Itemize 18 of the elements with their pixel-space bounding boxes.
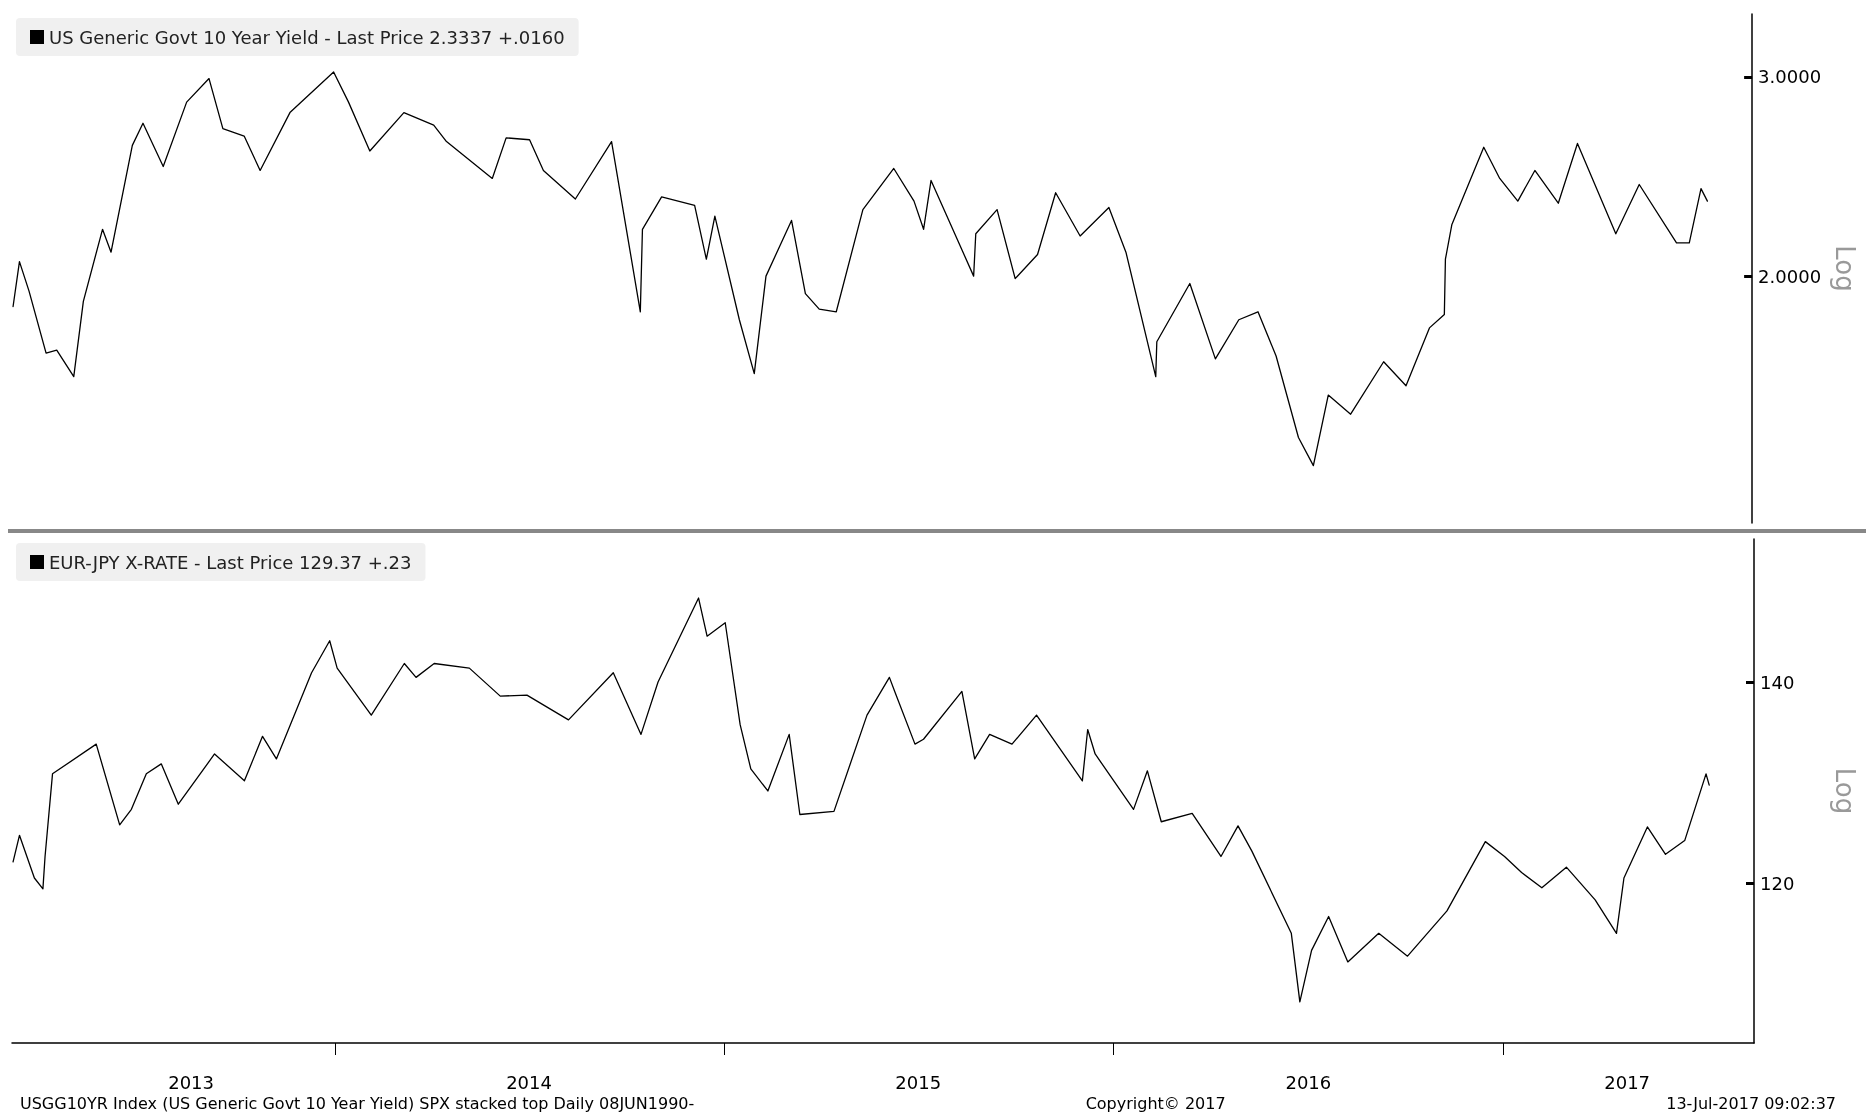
y-axis-title: Log (1830, 245, 1860, 292)
y-tick-label: 3.0000 (1758, 66, 1822, 88)
line-series (12, 597, 1710, 1003)
y-axis-title: Log (1830, 767, 1860, 815)
legend-label: US Generic Govt 10 Year Yield - Last Price 2.3337 +.0160 (49, 26, 565, 48)
y-tick-label: 2.0000 (1758, 265, 1822, 287)
x-tick-label: 2017 (1604, 1071, 1651, 1093)
x-tick-label: 2015 (895, 1071, 942, 1093)
x-tick-label: 2014 (506, 1071, 552, 1093)
x-tick-label: 2016 (1285, 1071, 1332, 1093)
line-series (12, 71, 1709, 467)
x-tick-label: 2013 (168, 1071, 215, 1093)
y-tick-label: 120 (1760, 872, 1795, 894)
text: 13-Jul-2017 09:02:37 (1666, 1093, 1836, 1113)
text: USGG10YR Index (US Generic Govt 10 Year Yield) SPX stacked top Daily 08JUN1990- (20, 1093, 695, 1113)
y-tick-label: 140 (1760, 671, 1795, 693)
legend-label: EUR-JPY X-RATE - Last Price 129.37 +.23 (49, 551, 412, 573)
text: Copyright© 2017 (1085, 1093, 1226, 1113)
